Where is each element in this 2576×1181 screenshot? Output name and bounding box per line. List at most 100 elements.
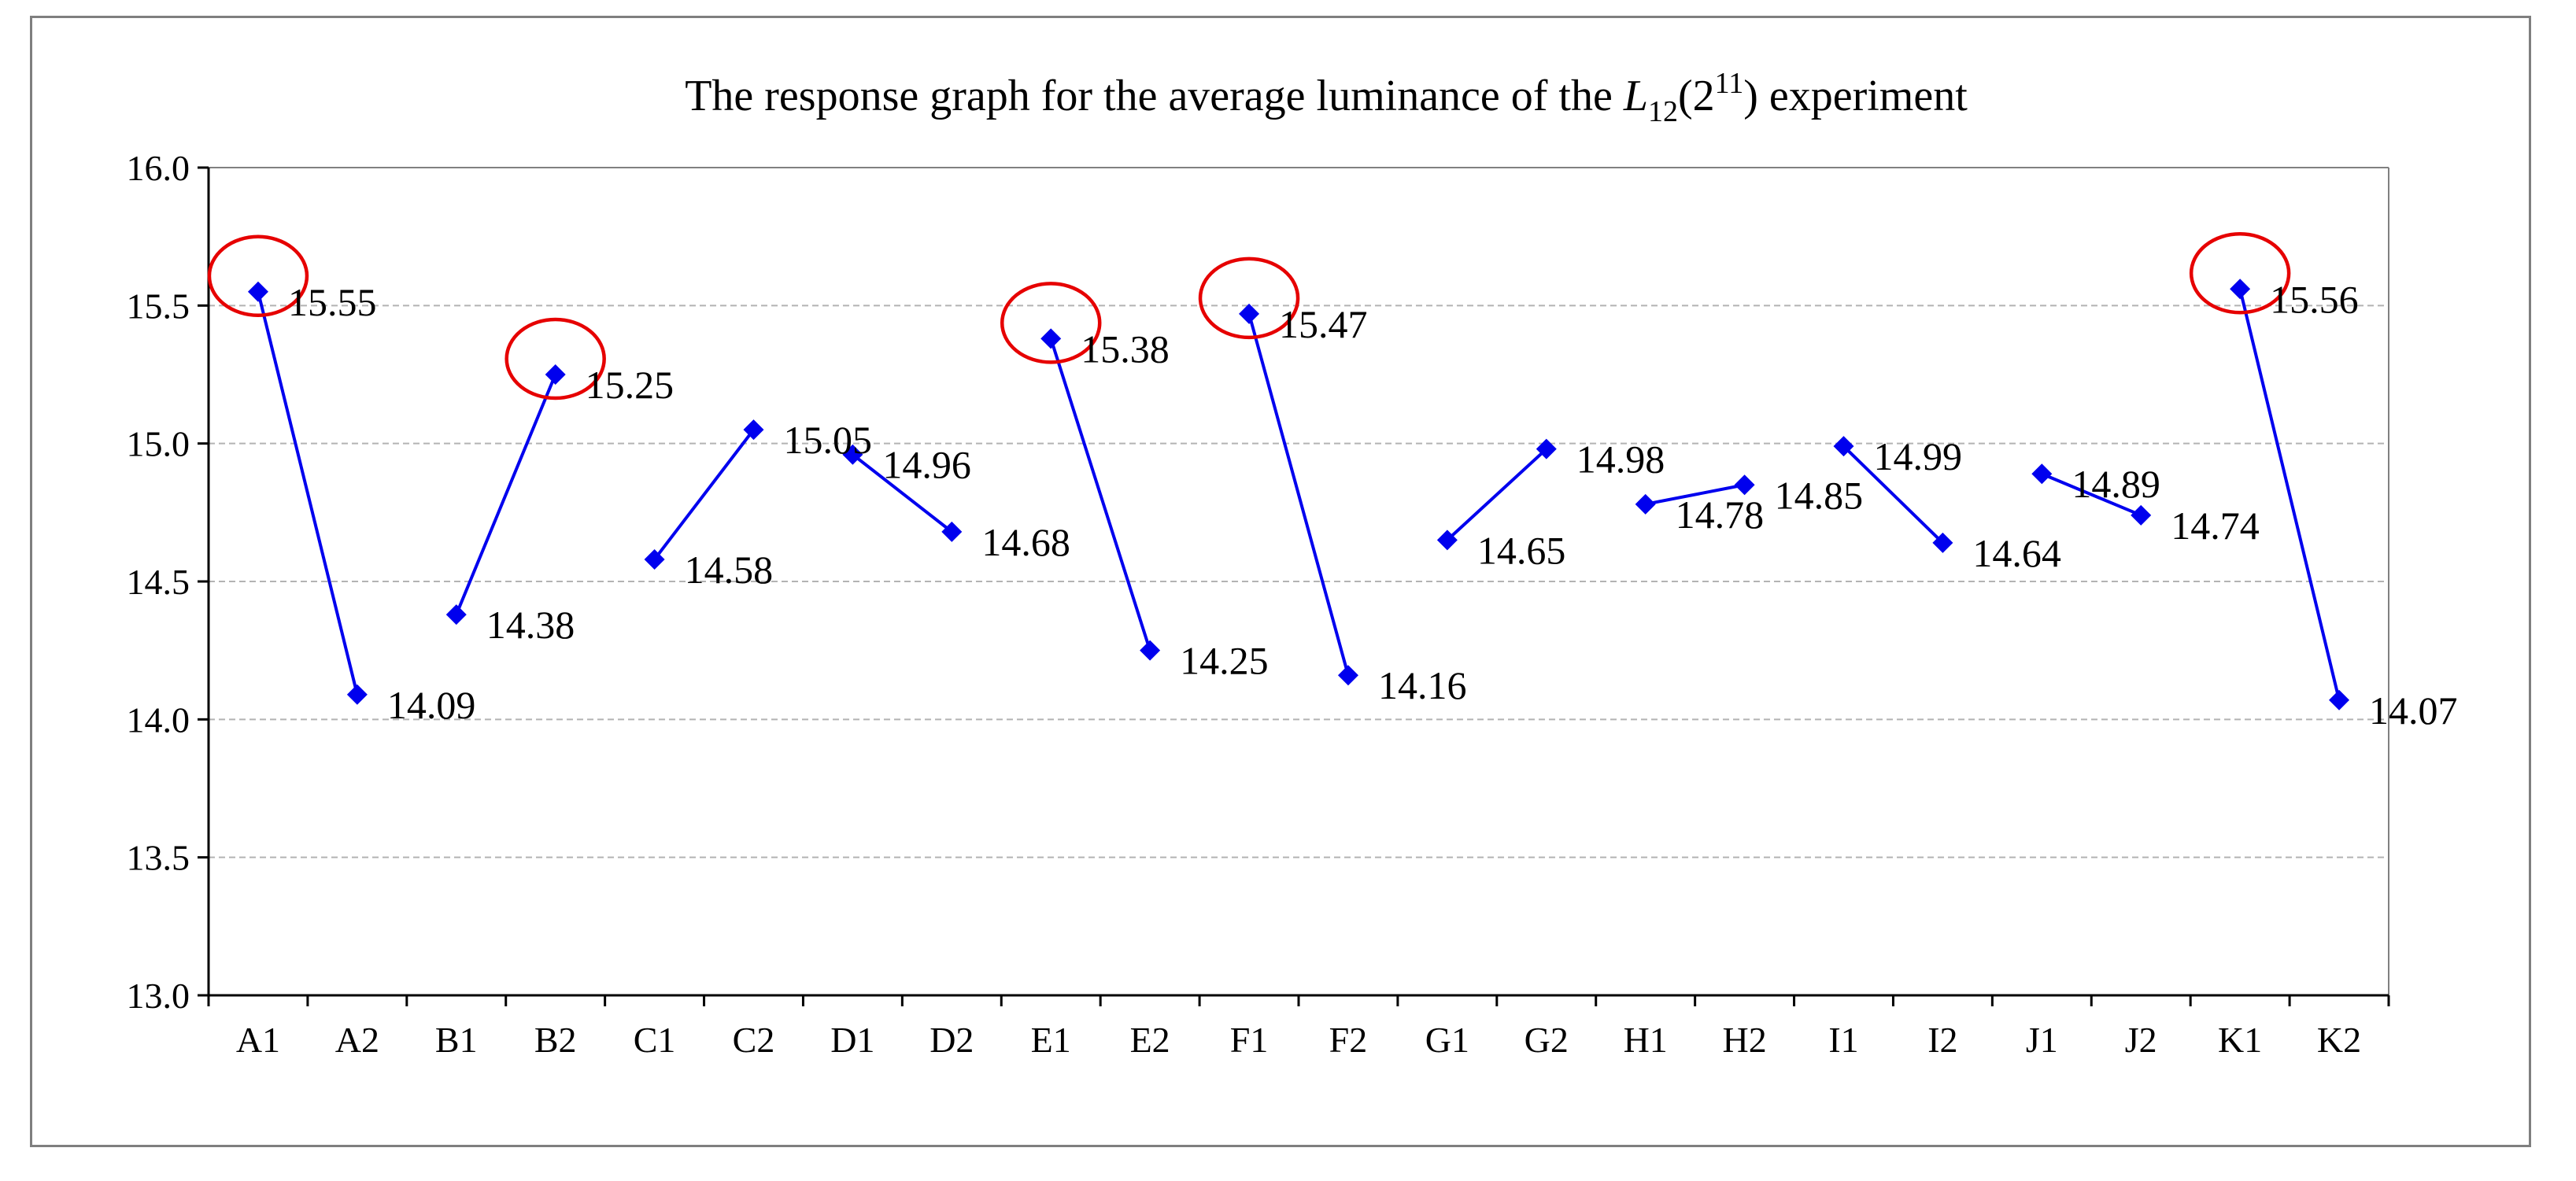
point-g2 <box>1536 438 1557 459</box>
x-tick-label-b1: B1 <box>435 1020 478 1060</box>
value-label-b2: 15.25 <box>586 363 674 407</box>
value-label-d2: 14.68 <box>981 520 1070 564</box>
value-label-k1: 15.56 <box>2270 277 2359 321</box>
highlight-circle-a1 <box>207 234 309 318</box>
point-d2 <box>941 521 963 542</box>
series-lines <box>257 288 2341 701</box>
x-tick-label-j2: J2 <box>2125 1020 2157 1060</box>
series-segment <box>653 428 756 561</box>
value-label-e1: 15.38 <box>1081 327 1170 371</box>
y-tick-label: 13.0 <box>127 976 190 1016</box>
data-points <box>247 279 2350 710</box>
value-label-g2: 14.98 <box>1576 437 1665 482</box>
x-tick-label-e2: E2 <box>1130 1020 1170 1060</box>
point-j2 <box>2131 504 2152 526</box>
x-tick-label-d2: D2 <box>930 1020 974 1060</box>
series-segment <box>2041 472 2142 517</box>
title-symbol: L <box>1623 72 1648 120</box>
point-c1 <box>644 548 665 570</box>
series-segment <box>1049 338 1152 651</box>
title-prefix: The response graph for the average lumin… <box>685 72 1624 120</box>
title-suffix: ) experiment <box>1743 72 1968 120</box>
series-segment <box>852 453 953 533</box>
value-label-d1: 14.96 <box>882 443 971 487</box>
x-tick-label-c1: C1 <box>634 1020 676 1060</box>
title-subscript: 12 <box>1648 95 1678 128</box>
x-tick-label-b2: B2 <box>534 1020 577 1060</box>
point-g1 <box>1436 530 1458 551</box>
x-tick-label-g2: G2 <box>1525 1020 1569 1060</box>
value-label-j1: 14.89 <box>2072 462 2160 506</box>
point-a1 <box>247 281 268 302</box>
y-tick-label: 16.0 <box>127 148 190 188</box>
gridlines <box>209 167 2389 858</box>
x-tick-label-f2: F2 <box>1329 1020 1368 1060</box>
series-segment <box>257 291 359 696</box>
y-tick-label: 14.0 <box>127 699 190 740</box>
point-h2 <box>1734 474 1755 496</box>
x-tick-label-h1: H1 <box>1624 1020 1668 1060</box>
point-d1 <box>842 444 863 465</box>
x-tick-label-c2: C2 <box>733 1020 775 1060</box>
y-tick-label: 13.5 <box>127 838 190 878</box>
series-segment <box>1247 313 1350 676</box>
point-i2 <box>1932 532 1953 553</box>
series-segment <box>1842 445 1944 544</box>
point-h1 <box>1635 493 1656 515</box>
x-tick-label-k2: K2 <box>2317 1020 2361 1060</box>
highlight-circle-e1 <box>1000 282 1102 364</box>
x-tick-label-j1: J1 <box>2026 1020 2058 1060</box>
value-label-h1: 14.78 <box>1676 493 1765 537</box>
value-label-j2: 14.74 <box>2171 504 2260 548</box>
point-f2 <box>1337 665 1358 686</box>
point-j1 <box>2031 463 2053 485</box>
point-k2 <box>2329 689 2350 710</box>
tick-labels: 13.0 13.5 14.0 14.5 15.0 15.5 16.0 A1 A2 B1 B2 C1 C2… <box>127 148 2362 1060</box>
point-b1 <box>445 604 467 626</box>
value-label-i2: 14.64 <box>1972 531 2061 575</box>
x-tick-label-a1: A1 <box>236 1020 280 1060</box>
value-label-c2: 15.05 <box>784 418 873 462</box>
title-superscript: 11 <box>1715 67 1744 100</box>
x-tick-label-h2: H2 <box>1722 1020 1766 1060</box>
chart-title: The response graph for the average lumin… <box>685 67 1968 128</box>
x-tick-label-f1: F1 <box>1230 1020 1269 1060</box>
x-tick-label-d1: D1 <box>830 1020 874 1060</box>
value-label-f1: 15.47 <box>1279 302 1368 346</box>
series-segment <box>2238 288 2341 701</box>
title-paren: (2 <box>1678 72 1715 120</box>
highlight-circle-b2 <box>504 317 606 400</box>
highlight-circles <box>207 232 2291 400</box>
series-segment <box>1645 483 1745 506</box>
x-tick-label-i1: I1 <box>1828 1020 1858 1060</box>
highlight-circle-f1 <box>1198 256 1300 340</box>
value-label-a1: 15.55 <box>288 280 377 324</box>
value-label-b1: 14.38 <box>486 603 575 647</box>
x-tick-label-e1: E1 <box>1031 1020 1071 1060</box>
y-tick-label: 15.0 <box>127 424 190 464</box>
point-f1 <box>1239 303 1260 324</box>
y-tick-label: 14.5 <box>127 562 190 602</box>
value-label-g1: 14.65 <box>1477 528 1566 572</box>
value-label-f2: 14.16 <box>1378 663 1467 707</box>
y-tick-label: 15.5 <box>127 286 190 326</box>
point-i1 <box>1833 436 1854 457</box>
value-label-i1: 14.99 <box>1874 434 1963 478</box>
x-tick-label-i2: I2 <box>1927 1020 1957 1060</box>
value-label-k2: 14.07 <box>2369 688 2458 733</box>
value-label-h2: 14.85 <box>1775 473 1864 517</box>
axes <box>198 166 2390 1006</box>
series-segment <box>1446 448 1548 541</box>
x-tick-label-g1: G1 <box>1425 1020 1469 1060</box>
point-b2 <box>545 364 566 385</box>
value-label-c1: 14.58 <box>685 548 774 592</box>
series-segment <box>454 374 557 615</box>
value-label-a2: 14.09 <box>387 683 476 727</box>
x-tick-label-k1: K1 <box>2218 1020 2262 1060</box>
point-e1 <box>1040 328 1062 349</box>
point-a2 <box>346 684 368 705</box>
point-k1 <box>2230 279 2251 300</box>
point-c2 <box>743 419 764 441</box>
